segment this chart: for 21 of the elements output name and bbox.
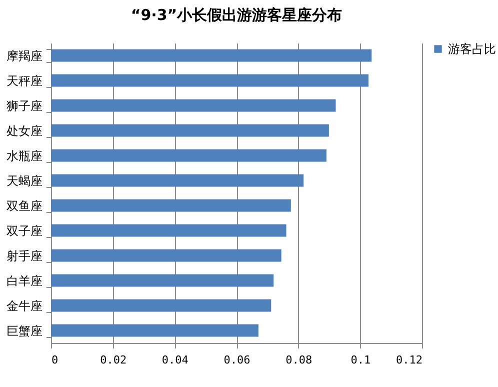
x-tick-label: 0.08 <box>286 354 312 366</box>
x-tick-label: 0.04 <box>162 354 189 366</box>
y-tick-label: 摩羯座 <box>6 49 42 63</box>
chart-title: “9·3”小长假出游游客星座分布 <box>130 6 342 24</box>
y-tick-label: 双子座 <box>6 224 42 238</box>
y-tick-label: 白羊座 <box>6 274 42 288</box>
y-tick-label: 处女座 <box>6 124 42 138</box>
y-tick-label: 天秤座 <box>6 74 42 88</box>
y-tick-label: 双鱼座 <box>6 199 42 213</box>
x-tick-label: 0.12 <box>396 354 422 366</box>
y-tick-label: 巨蟹座 <box>6 324 42 338</box>
y-tick-label: 水瓶座 <box>6 149 42 163</box>
y-tick-label: 金牛座 <box>6 299 42 313</box>
x-tick-label: 0.1 <box>350 354 371 366</box>
x-tick-label: 0 <box>52 354 58 366</box>
x-tick-label: 0.06 <box>224 354 250 366</box>
y-tick-label: 射手座 <box>6 249 42 263</box>
y-tick-label: 天蝎座 <box>6 174 42 188</box>
x-tick-label: 0.02 <box>100 354 127 366</box>
legend-label: 游客占比 <box>448 42 496 56</box>
y-tick-label: 狮子座 <box>6 99 42 113</box>
